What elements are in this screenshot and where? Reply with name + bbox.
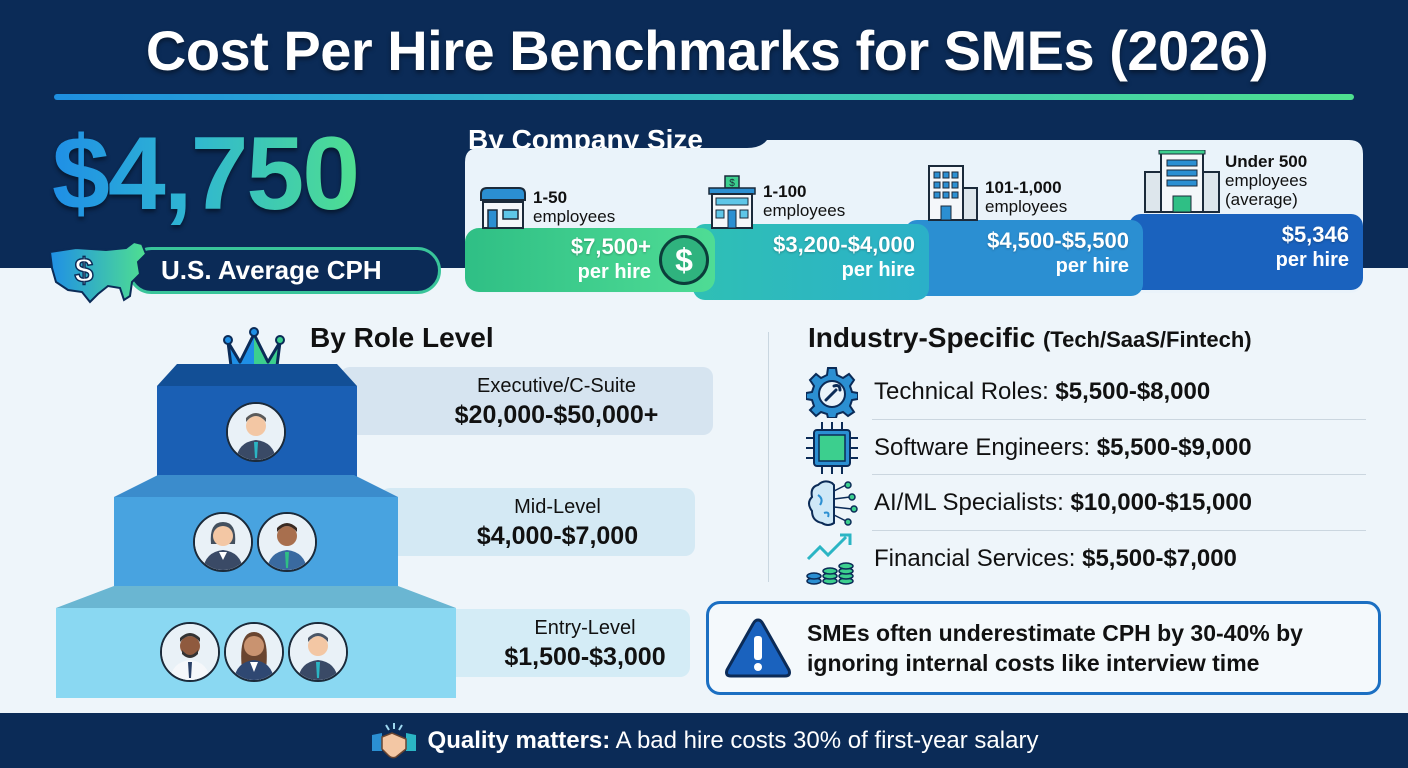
company-size-panel: $5,346 per hire $4,500-$5,500 per hire $… — [465, 138, 1363, 300]
industry-label: Technical Roles: — [874, 377, 1049, 405]
avatars-mid — [193, 512, 317, 572]
footer-banner: Quality matters: A bad hire costs 30% of… — [0, 713, 1408, 768]
size-card-101-1000: $4,500-$5,500 per hire — [905, 220, 1143, 296]
role-name: Entry-Level — [534, 617, 636, 639]
row-separator — [872, 419, 1366, 420]
us-map-dollar-icon: $ — [48, 240, 148, 304]
growth-coins-icon — [806, 533, 854, 585]
size-card-under-500: $5,346 per hire — [1129, 214, 1363, 290]
avatar — [226, 402, 286, 462]
industry-text: Software Engineers: $5,500-$9,000 — [874, 434, 1252, 462]
hero-label-pill: U.S. Average CPH — [128, 247, 441, 294]
page-title: Cost Per Hire Benchmarks for SMEs (2026) — [145, 19, 1269, 82]
industry-range: $5,500-$9,000 — [1096, 433, 1252, 461]
size-price: $5,346 — [1281, 222, 1349, 247]
size-per: per hire — [577, 261, 651, 283]
bank-building-icon: $ — [708, 175, 756, 229]
corporate-building-icon — [1144, 150, 1220, 213]
warning-callout: SMEs often underestimate CPH by 30-40% b… — [706, 601, 1381, 695]
warning-text: SMEs often underestimate CPH by 30-40% b… — [807, 618, 1303, 678]
industry-row-financial: Financial Services: $5,500-$7,000 — [806, 531, 1366, 586]
svg-text:$: $ — [729, 178, 735, 189]
warning-line-1: SMEs often underestimate CPH by 30-40% b… — [807, 620, 1303, 646]
hero-average-value: $4,750 — [52, 116, 360, 232]
role-name: Executive/C-Suite — [477, 375, 636, 397]
dollar-coin-icon: $ — [659, 235, 709, 285]
industry-label: AI/ML Specialists: — [874, 488, 1064, 516]
warning-line-2: ignoring internal costs like interview t… — [807, 650, 1260, 676]
footer-bold-text: Quality matters: — [427, 726, 611, 754]
office-tower-icon — [928, 165, 978, 221]
row-separator — [872, 530, 1366, 531]
size-card-1-100: $3,200-$4,000 per hire — [693, 224, 929, 300]
size-label-under-500: Under 500 employees (average) — [1225, 152, 1307, 209]
size-label-101-1000: 101-1,000 employees — [985, 178, 1067, 216]
size-per: per hire — [1275, 249, 1349, 271]
size-range: Under 500 — [1225, 152, 1308, 171]
avatar — [160, 622, 220, 682]
section-divider — [768, 332, 769, 582]
svg-text:$: $ — [75, 252, 94, 290]
avatar — [288, 622, 348, 682]
size-unit: employees — [763, 201, 846, 220]
industry-subtitle: (Tech/SaaS/Fintech) — [1042, 327, 1252, 352]
size-range: 101-1,000 — [985, 178, 1062, 197]
size-card-1-50: $7,500+ per hire $ — [465, 228, 715, 292]
industry-row-software: Software Engineers: $5,500-$9,000 — [806, 420, 1366, 475]
microchip-icon — [806, 421, 858, 474]
industry-title: Industry-Specific (Tech/SaaS/Fintech) — [808, 322, 1252, 354]
role-range: $4,000-$7,000 — [476, 522, 639, 550]
industry-text: Financial Services: $5,500-$7,000 — [874, 545, 1237, 573]
storefront-icon — [480, 187, 526, 229]
size-unit: employees — [985, 197, 1068, 216]
industry-text: Technical Roles: $5,500-$8,000 — [874, 378, 1210, 406]
handshake-icon — [371, 722, 416, 758]
role-name: Mid-Level — [514, 496, 601, 518]
industry-row-technical: Technical Roles: $5,500-$8,000 — [806, 364, 1366, 419]
size-unit: employees — [1225, 171, 1308, 190]
ai-brain-icon — [808, 479, 858, 526]
size-per: per hire — [841, 259, 915, 281]
avatar — [257, 512, 317, 572]
row-separator — [872, 474, 1366, 475]
role-level-title: By Role Level — [310, 322, 494, 353]
industry-range: $10,000-$15,000 — [1070, 488, 1253, 516]
title-underline — [54, 94, 1354, 100]
role-range: $20,000-$50,000+ — [454, 401, 659, 429]
size-price: $4,500-$5,500 — [987, 228, 1129, 253]
size-price: $3,200-$4,000 — [773, 232, 915, 257]
industry-range: $5,500-$8,000 — [1055, 377, 1211, 405]
size-label-1-100: 1-100 employees — [763, 182, 845, 220]
industry-label: Financial Services: — [874, 544, 1076, 572]
size-unit-note: (average) — [1225, 190, 1298, 209]
role-label-executive: Executive/C-Suite $20,000-$50,000+ — [340, 367, 713, 435]
avatar — [193, 512, 253, 572]
warning-triangle-icon — [725, 618, 791, 678]
industry-range: $5,500-$7,000 — [1082, 544, 1237, 572]
industry-row-aiml: AI/ML Specialists: $10,000-$15,000 — [806, 475, 1366, 530]
podium-step-mid — [114, 475, 398, 587]
industry-text: AI/ML Specialists: $10,000-$15,000 — [874, 489, 1252, 517]
industry-label: Software Engineers: — [874, 433, 1091, 461]
hero-label: U.S. Average CPH — [161, 255, 382, 285]
size-unit: employees — [533, 207, 616, 226]
footer-text: A bad hire costs 30% of first-year salar… — [610, 726, 1039, 754]
role-label-mid: Mid-Level $4,000-$7,000 — [380, 488, 695, 556]
avatars-entry — [160, 622, 348, 682]
size-per: per hire — [1055, 255, 1129, 277]
gear-wrench-icon — [806, 366, 858, 418]
size-range: 1-100 — [763, 182, 807, 201]
role-range: $1,500-$3,000 — [504, 643, 666, 671]
role-label-entry: Entry-Level $1,500-$3,000 — [440, 609, 690, 677]
size-price: $7,500+ — [570, 234, 651, 259]
size-range: 1-50 — [533, 188, 568, 207]
industry-title-main: Industry-Specific — [808, 322, 1036, 353]
size-label-1-50: 1-50 employees — [533, 188, 615, 226]
avatar — [224, 622, 284, 682]
avatars-executive — [226, 402, 286, 462]
